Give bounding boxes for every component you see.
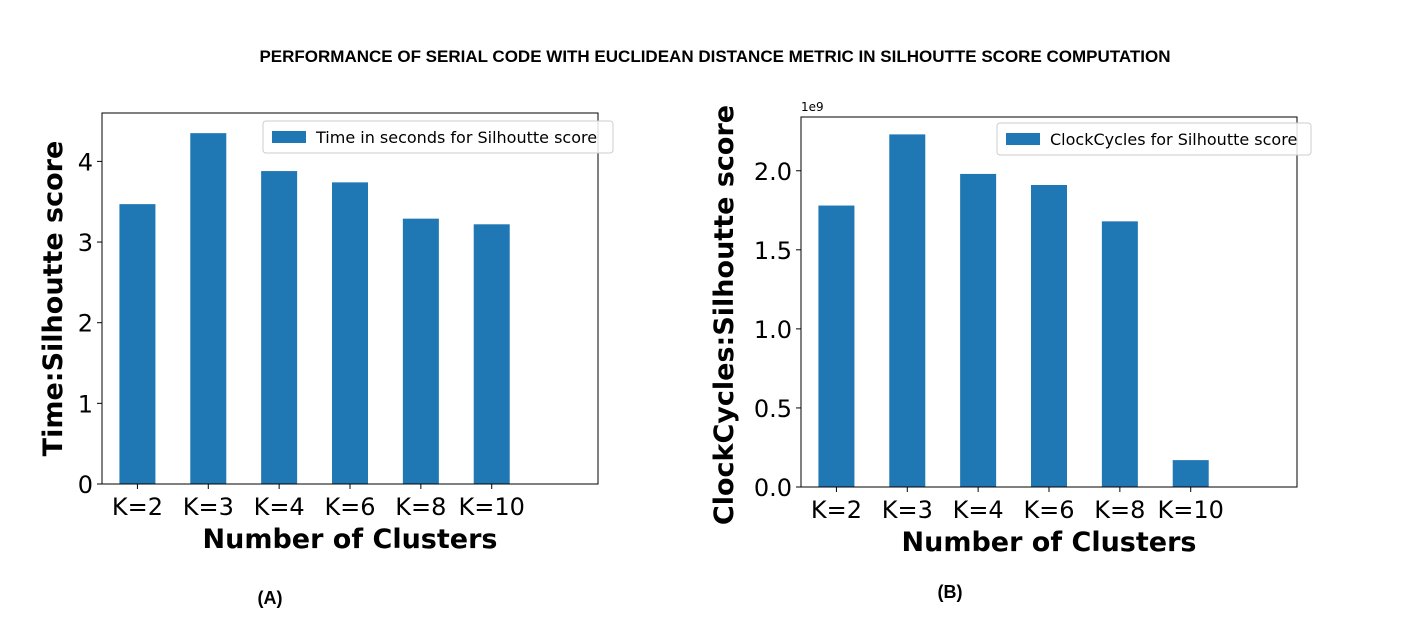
legend-box xyxy=(996,122,1312,156)
y-tick-label: 2 xyxy=(78,310,93,338)
legend-label: Time in seconds for Silhoutte score xyxy=(315,128,597,147)
x-tick-label: K=3 xyxy=(183,493,234,521)
panel-label-b: (B) xyxy=(938,582,963,602)
x-tick-label: K=4 xyxy=(254,493,305,521)
x-tick-label: K=8 xyxy=(1094,496,1145,524)
x-tick-label: K=2 xyxy=(811,496,862,524)
chart-b: K=2 K=3 K=4 K=6 K=8 K=10 0.0 0.5 1.0 1.5 2.0 1e9 Num… xyxy=(709,100,1312,558)
bar-k8 xyxy=(402,218,439,484)
bar-k2 xyxy=(818,205,855,488)
y-tick-label: 3 xyxy=(78,229,93,257)
x-axis-label: Number of Clusters xyxy=(203,524,498,555)
bar-k3 xyxy=(889,134,926,487)
bar-k10 xyxy=(1172,460,1209,487)
y-tick-label: 1.0 xyxy=(754,316,792,344)
x-tick-label: K=3 xyxy=(882,496,933,524)
x-tick-label: K=10 xyxy=(1158,496,1224,524)
y-axis-label: Time:Silhoutte score xyxy=(38,141,69,457)
x-tick-label: K=4 xyxy=(953,496,1004,524)
y-tick-label: 1 xyxy=(78,390,93,418)
y-tick-label: 0.5 xyxy=(754,395,792,423)
bar-k8 xyxy=(1101,221,1138,487)
legend-box xyxy=(262,120,614,154)
x-tick-label: K=10 xyxy=(459,493,525,521)
x-tick-label: K=6 xyxy=(324,493,375,521)
bar-k4 xyxy=(261,171,298,484)
bar-k6 xyxy=(1031,184,1067,487)
legend-swatch xyxy=(272,131,306,143)
legend-label: ClockCycles for Silhoutte score xyxy=(1050,130,1297,149)
figure-title: PERFORMANCE OF SERIAL CODE WITH EUCLIDEA… xyxy=(259,47,1170,66)
y-tick-label: 2.0 xyxy=(754,158,792,186)
legend-swatch xyxy=(1006,133,1040,145)
y-axis-label: ClockCycles:Silhoutte score xyxy=(709,105,740,525)
x-tick-label: K=8 xyxy=(395,493,446,521)
panel-label-a: (A) xyxy=(258,588,283,608)
x-tick-label: K=2 xyxy=(112,493,163,521)
y-tick-label: 4 xyxy=(78,148,93,176)
bar-k4 xyxy=(960,173,997,487)
bar-k10 xyxy=(473,224,510,485)
y-tick-label: 0 xyxy=(78,471,93,499)
chart-a: K=2 K=3 K=4 K=6 K=8 K=10 0 1 2 3 4 Number of Cluste… xyxy=(38,112,614,555)
y-offset-text: 1e9 xyxy=(801,100,824,114)
y-tick-label: 0.0 xyxy=(754,474,792,502)
x-tick-label: K=6 xyxy=(1023,496,1074,524)
y-tick-label: 1.5 xyxy=(754,237,792,265)
bar-k3 xyxy=(190,133,227,485)
x-axis-label: Number of Clusters xyxy=(902,527,1197,558)
bar-k2 xyxy=(119,204,156,484)
bar-k6 xyxy=(332,182,368,484)
